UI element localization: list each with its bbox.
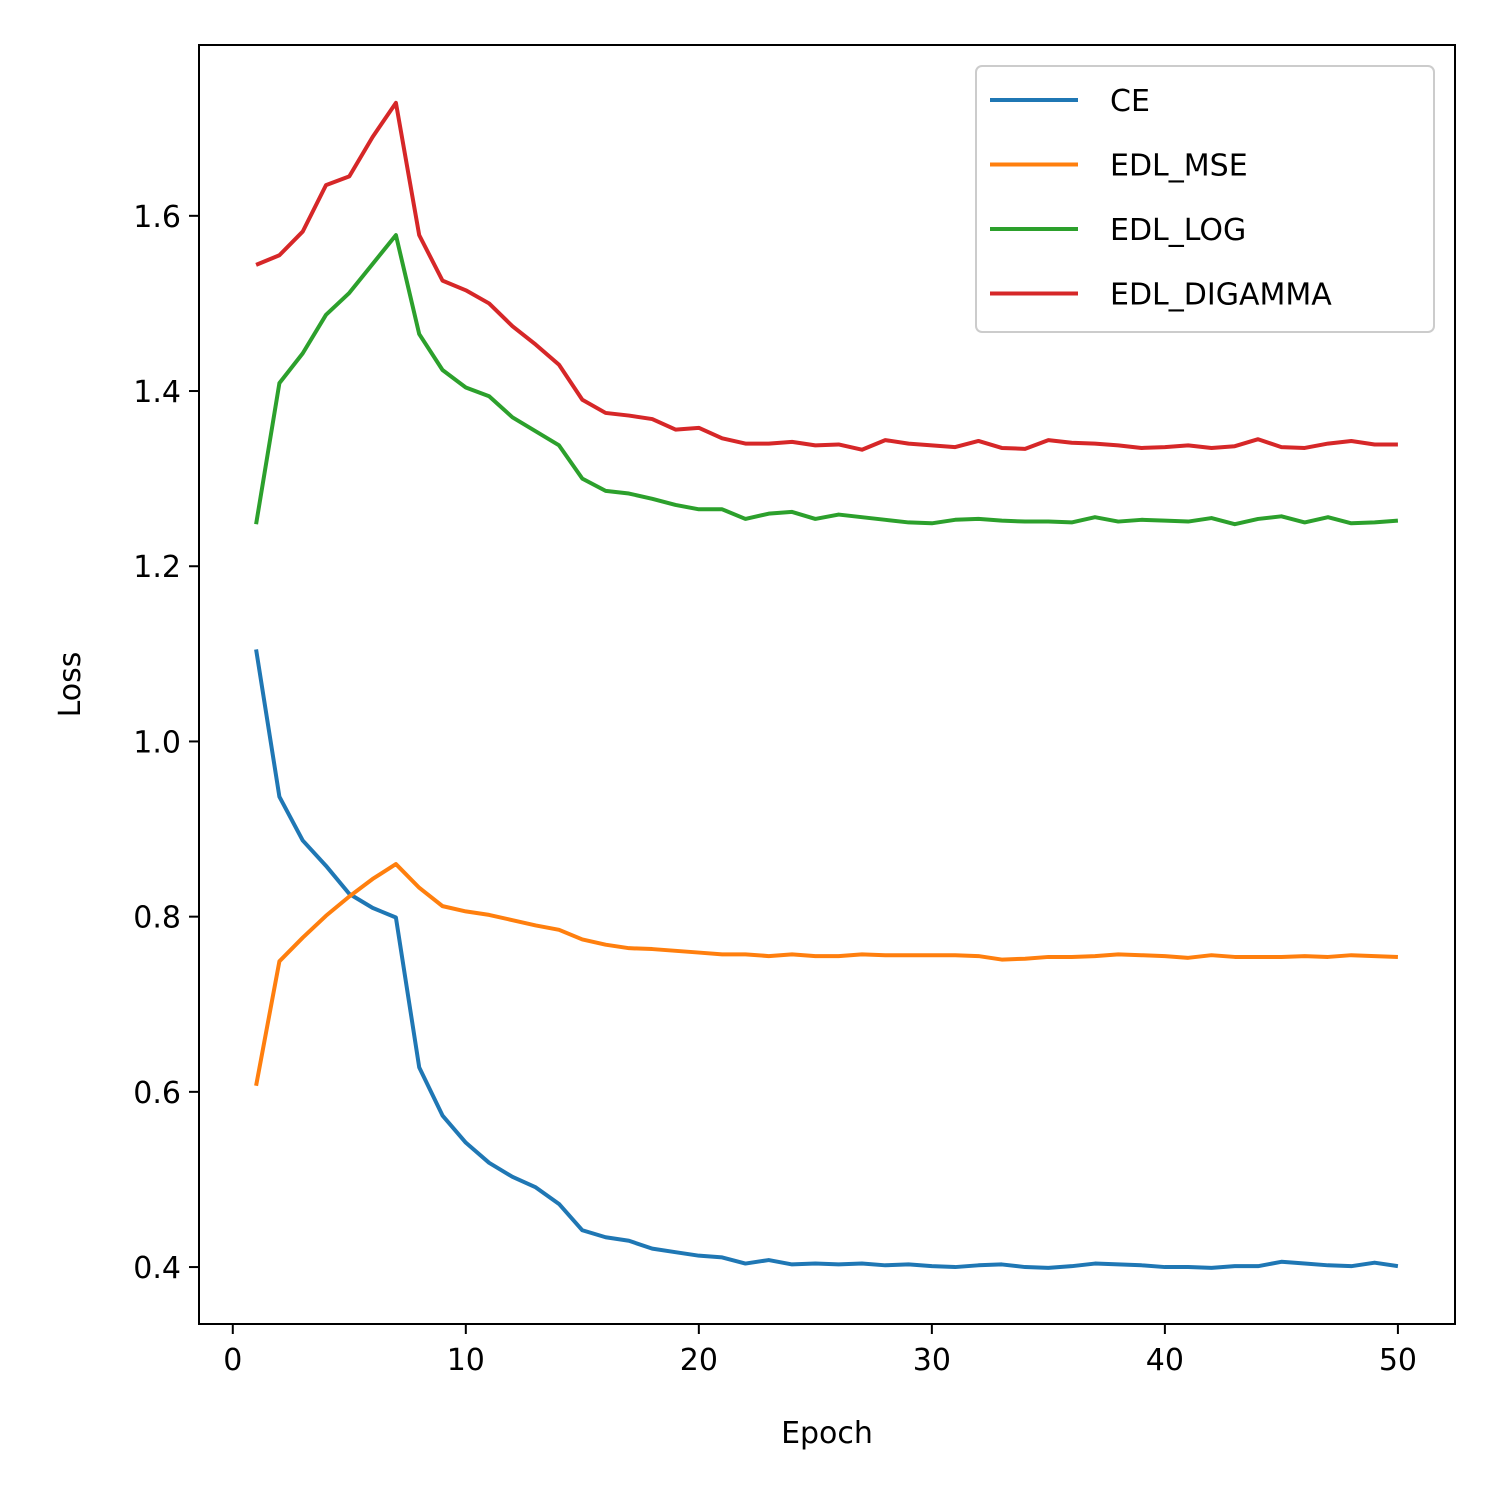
- y-tick-label: 1.2: [133, 550, 181, 585]
- legend-label: EDL_MSE: [1110, 149, 1248, 184]
- y-axis-ticks: 0.4 0.6 0.8 1.0 1.2 1.4 1.6: [133, 200, 199, 1286]
- legend-box: [975, 65, 1435, 333]
- x-tick-label: 40: [1146, 1343, 1184, 1378]
- y-axis-label: Loss: [53, 652, 88, 718]
- x-axis-ticks: 0 10 20 30 40 50: [223, 1324, 1417, 1378]
- plot-frame: [198, 44, 1456, 1325]
- x-tick-label: 0: [223, 1343, 242, 1378]
- y-tick-label: 1.4: [133, 375, 181, 410]
- x-tick-label: 30: [913, 1343, 951, 1378]
- legend: CE EDL_MSE EDL_LOG EDL_DIGAMMA: [975, 65, 1435, 333]
- series-line-edl-mse: [254, 862, 1398, 1087]
- y-tick-label: 1.6: [133, 200, 181, 235]
- x-axis-label: Epoch: [781, 1416, 873, 1451]
- x-tick-label: 50: [1379, 1343, 1417, 1378]
- series-line-edl-digamma: [255, 100, 1398, 452]
- legend-label: EDL_LOG: [1110, 213, 1246, 248]
- legend-label: CE: [1110, 84, 1150, 119]
- x-tick-label: 20: [680, 1343, 718, 1378]
- series-line-ce: [254, 649, 1399, 1270]
- series-line-edl-log: [254, 233, 1399, 527]
- legend-label: EDL_DIGAMMA: [1110, 278, 1332, 313]
- x-tick-label: 10: [447, 1343, 485, 1378]
- y-tick-label: 0.8: [133, 901, 181, 936]
- series-layer: [254, 100, 1399, 1270]
- y-tick-label: 0.4: [133, 1251, 181, 1286]
- y-tick-label: 0.6: [133, 1076, 181, 1111]
- y-tick-label: 1.0: [133, 725, 181, 760]
